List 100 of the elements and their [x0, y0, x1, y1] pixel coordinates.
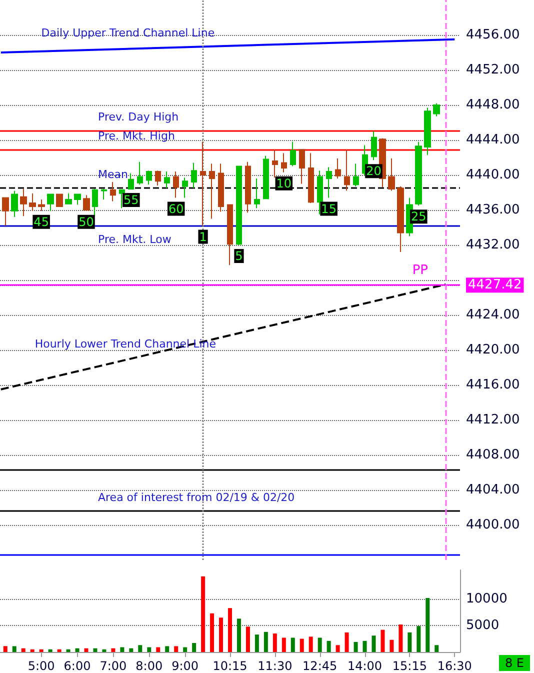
bar	[362, 640, 367, 652]
y-tick-label: 4436.00	[466, 202, 520, 218]
bar	[326, 640, 331, 652]
bar	[236, 618, 241, 652]
bar	[336, 645, 340, 652]
candlestick	[56, 194, 63, 207]
candlestick	[209, 163, 215, 220]
candlestick	[191, 162, 197, 189]
bar	[12, 646, 16, 652]
bar	[246, 626, 250, 652]
candlestick	[371, 130, 377, 161]
y-tick-label: 4440.00	[466, 168, 520, 182]
text: 55	[124, 193, 139, 207]
y-tick-label: 4444.00	[466, 132, 520, 148]
series-label: Hourly Lower Trend Channel Line	[34, 337, 216, 350]
candlestick	[218, 163, 224, 212]
bar	[318, 638, 322, 652]
bar	[30, 649, 34, 652]
candlestick	[119, 189, 125, 209]
bar	[102, 649, 106, 652]
candlestick	[200, 141, 206, 226]
candlestick	[74, 194, 81, 206]
candlestick	[173, 171, 179, 198]
text: 45	[34, 214, 49, 229]
candlestick	[308, 152, 314, 204]
y-tick-label: 4408.00	[466, 448, 520, 462]
x-tick-label: 14:00	[347, 659, 382, 673]
bar	[111, 648, 116, 652]
bar	[272, 633, 277, 652]
candlestick	[128, 172, 134, 190]
candlestick	[20, 188, 27, 217]
candlestick	[182, 177, 188, 198]
bar	[21, 648, 26, 652]
x-tick-label: 16:30	[437, 659, 472, 673]
bar	[308, 636, 313, 652]
candlestick	[47, 194, 54, 212]
bar	[210, 613, 214, 652]
x-tick-label: 8:00	[136, 659, 163, 673]
bar	[372, 636, 376, 652]
bar	[165, 646, 170, 652]
x-tick-label: 7:00	[100, 659, 127, 673]
bar	[354, 642, 358, 652]
bar	[408, 632, 412, 652]
bar	[75, 648, 80, 652]
candlestick	[281, 152, 287, 173]
y-tick-label: 4416.00	[466, 378, 520, 392]
candlestick	[433, 102, 440, 117]
candlestick	[326, 166, 332, 198]
bar	[426, 598, 430, 652]
candlestick	[388, 158, 395, 192]
bar	[57, 649, 62, 652]
candlestick	[272, 149, 278, 178]
candlestick	[137, 161, 143, 186]
candlestick	[92, 188, 98, 217]
candlestick	[29, 192, 36, 212]
text: 20	[366, 164, 382, 178]
text: 15	[321, 202, 336, 216]
bar	[48, 649, 52, 652]
bar	[39, 649, 44, 652]
x-tick-label: 5:00	[28, 659, 55, 673]
ref-line-label: Pre. Mkt. High	[98, 130, 175, 143]
bar	[434, 645, 439, 652]
x-tick-label: 9:00	[172, 659, 199, 673]
candlestick	[155, 170, 161, 186]
bar	[138, 645, 142, 652]
candlestick	[236, 166, 242, 246]
candlestick	[65, 192, 72, 204]
y-tick-label: 4420.00	[466, 342, 520, 358]
bar	[66, 649, 70, 652]
candlestick	[227, 204, 233, 266]
candlestick	[290, 141, 296, 167]
bar	[147, 647, 152, 652]
ref-line-label: Area of interest from 02/19 & 02/20	[98, 491, 295, 504]
candlestick	[299, 149, 305, 184]
ref-line-label: Pre. Mkt. Low	[98, 232, 172, 246]
bar	[282, 638, 286, 652]
ref-line-label: Mean	[98, 168, 128, 182]
candlestick	[335, 158, 341, 179]
series-label: Daily Upper Trend Channel Line	[41, 26, 215, 40]
text: 50	[78, 214, 94, 229]
ref-line-label: PP	[412, 263, 428, 278]
y-tick-label: 4452.00	[466, 62, 520, 78]
text: 5	[235, 249, 243, 263]
bar	[219, 618, 224, 652]
bar	[390, 640, 394, 652]
bar	[201, 576, 206, 652]
text: 10	[276, 176, 292, 190]
bar	[344, 632, 349, 652]
bar	[290, 638, 295, 652]
x-tick-label: 10:15	[212, 659, 248, 673]
text: 25	[411, 210, 426, 224]
candlestick	[11, 190, 18, 218]
candlestick	[424, 107, 431, 156]
y-tick-label: 4400.00	[466, 518, 520, 532]
candlestick	[344, 149, 350, 192]
bar	[183, 647, 188, 652]
y-tick-label: 4432.00	[466, 238, 520, 252]
ref-line-label: Prev. Day High	[98, 110, 179, 124]
bar	[120, 647, 124, 652]
bar	[264, 632, 268, 652]
